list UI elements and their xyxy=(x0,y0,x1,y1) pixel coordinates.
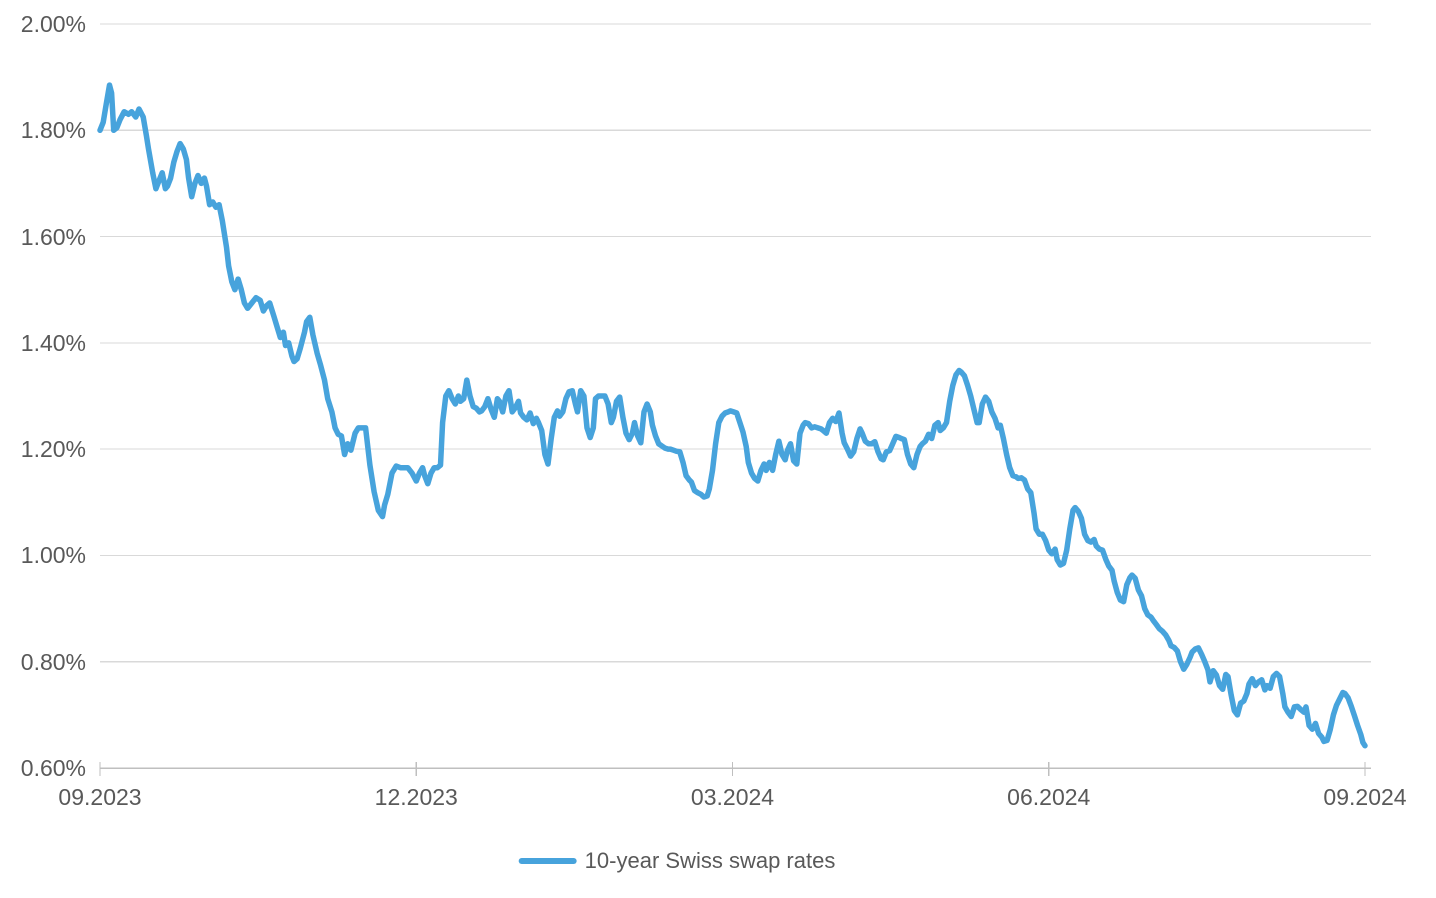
y-axis-label: 1.40% xyxy=(20,329,86,356)
y-axis-label: 1.20% xyxy=(20,436,86,463)
legend-line-swatch xyxy=(518,858,577,864)
y-axis-label: 1.60% xyxy=(20,223,86,250)
y-axis-label: 1.80% xyxy=(20,117,86,144)
x-axis-label: 09.2023 xyxy=(58,784,142,810)
x-axis-label: 06.2024 xyxy=(1007,784,1091,810)
y-axis-label: 2.00% xyxy=(20,11,86,37)
y-axis-label: 1.00% xyxy=(20,542,86,569)
x-axis-label: 03.2024 xyxy=(690,784,775,810)
rate-line xyxy=(97,82,1368,749)
legend: 10-year Swiss swap rates xyxy=(518,848,836,874)
x-axis-label: 12.2023 xyxy=(374,784,458,810)
y-axis-label: 0.60% xyxy=(20,755,86,781)
legend-label: 10-year Swiss swap rates xyxy=(584,848,836,873)
y-axis-label: 0.80% xyxy=(20,648,86,675)
x-axis-label: 09.2024 xyxy=(1323,784,1407,810)
